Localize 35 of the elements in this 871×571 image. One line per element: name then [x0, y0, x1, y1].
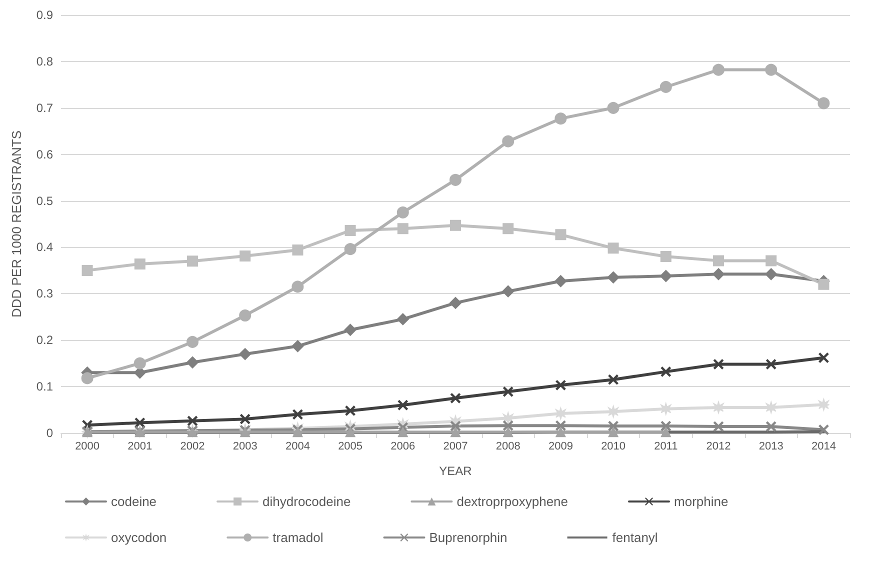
legend-label: tramadol — [272, 530, 324, 545]
x-tick-label: 2009 — [548, 440, 573, 452]
x-tick-label: 2002 — [180, 440, 205, 452]
y-tick-label: 0.2 — [36, 333, 54, 348]
y-tick-label: 0.1 — [36, 380, 54, 394]
x-tick-label: 2001 — [128, 440, 152, 452]
x-tick-label: 2000 — [75, 440, 100, 452]
y-tick-label: 0.7 — [36, 100, 54, 115]
x-tick-label: 2006 — [390, 440, 416, 452]
y-tick-label: 0.3 — [36, 286, 54, 301]
x-tick-label: 2007 — [443, 440, 468, 452]
y-tick-label: 0.6 — [36, 147, 54, 162]
x-tick-label: 2008 — [496, 440, 520, 452]
x-tick-label: 2010 — [601, 440, 626, 452]
legend-label: fentanyl — [612, 530, 658, 545]
x-tick-label: 2014 — [811, 440, 836, 452]
legend-label: oxycodon — [111, 530, 167, 545]
legend-label: dextroprpoxyphene — [456, 494, 568, 509]
y-tick-label: 0 — [46, 426, 54, 440]
x-tick-label: 2011 — [654, 440, 678, 452]
x-tick-label: 2013 — [758, 440, 784, 452]
x-tick-label: 2005 — [338, 440, 363, 452]
x-tick-label: 2003 — [232, 440, 258, 452]
x-tick-label: 2012 — [706, 440, 731, 452]
y-tick-label: 0.4 — [36, 240, 54, 254]
legend-label: morphine — [674, 494, 728, 509]
y-tick-label: 0.9 — [36, 8, 54, 22]
y-axis-title: DDD PER 1000 REGISTRANTS — [9, 130, 24, 318]
y-tick-label: 0.8 — [36, 54, 54, 68]
x-tick-label: 2004 — [285, 440, 310, 452]
legend-label: dihydrocodeine — [262, 494, 351, 509]
legend-label: codeine — [111, 494, 157, 509]
x-axis-title: YEAR — [439, 464, 472, 478]
legend-label: Buprenorphin — [429, 530, 508, 545]
y-tick-label: 0.5 — [36, 194, 54, 208]
